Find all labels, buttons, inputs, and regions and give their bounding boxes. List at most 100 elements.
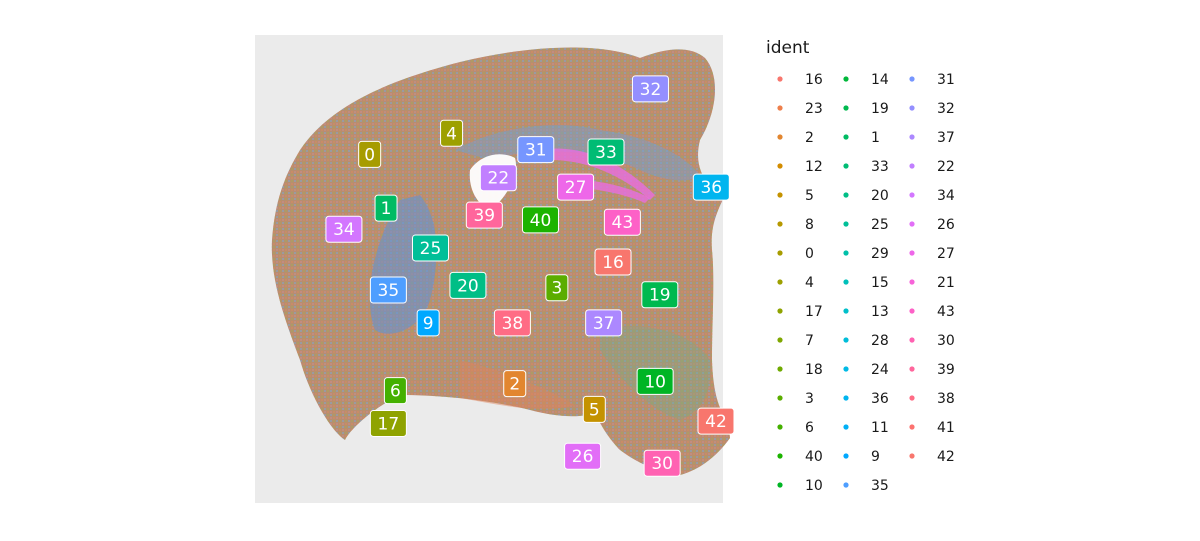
legend-key [777,337,783,343]
cluster-label-box [557,173,595,201]
legend-key [909,453,915,459]
legend-entry-35: 35 [843,478,889,494]
cluster-label-text: 25 [420,239,442,259]
legend-entry-6: 6 [777,420,814,436]
cluster-label-box [692,173,730,201]
legend-key [909,192,915,198]
cluster-label-42: 42 [697,407,735,435]
cluster-label-text: 40 [530,211,552,231]
cluster-label-text: 43 [612,213,634,233]
cluster-label-box [594,248,632,276]
legend-key [777,279,783,285]
cluster-label-text: 20 [457,276,479,296]
legend-entry-36: 36 [843,391,889,407]
legend-entry-42: 42 [909,449,955,465]
cluster-label-box [587,138,625,166]
legend-key [777,424,783,430]
legend-key [777,221,783,227]
legend-key [777,453,783,459]
legend-entry-17: 17 [777,304,823,320]
legend-key [909,134,915,140]
legend-label: 35 [871,478,889,494]
legend-entry-18: 18 [777,362,823,378]
legend-label: 32 [937,101,955,117]
cluster-label-9: 9 [416,309,440,337]
cluster-label-text: 10 [644,372,666,392]
cluster-label-25: 25 [412,234,449,262]
cluster-label-text: 36 [700,178,722,198]
legend-label: 18 [805,362,823,378]
legend-label: 8 [805,217,814,233]
legend-label: 14 [871,72,889,88]
legend-key [909,221,915,227]
legend-key [777,482,783,488]
legend-entry-5: 5 [777,188,814,204]
legend-entry-31: 31 [909,72,955,88]
legend-label: 0 [805,246,814,262]
cluster-label-box [545,274,569,302]
legend-key [843,482,849,488]
legend-entry-11: 11 [843,420,889,436]
legend-entry-26: 26 [909,217,955,233]
cluster-label-4: 4 [440,119,464,147]
cluster-label-text: 31 [525,141,547,161]
cluster-label-box [582,395,606,423]
legend-entry-14: 14 [843,72,889,88]
legend-label: 4 [805,275,814,291]
legend-label: 6 [805,420,814,436]
cluster-label-text: 1 [381,199,392,219]
legend-label: 3 [805,391,814,407]
legend-label: 26 [937,217,955,233]
cluster-label-box [479,164,517,192]
cluster-label-36: 36 [692,173,730,201]
legend-label: 36 [871,391,889,407]
legend-entry-15: 15 [843,275,889,291]
cluster-label-box [503,370,527,398]
legend-entry-41: 41 [909,420,955,436]
legend-entry-32: 32 [909,101,955,117]
legend-entry-19: 19 [843,101,889,117]
cluster-label-text: 3 [551,279,562,299]
legend-entry-37: 37 [909,130,955,146]
legend-key [909,308,915,314]
cluster-label-box [585,309,623,337]
legend-label: 15 [871,275,889,291]
legend-label: 40 [805,449,823,465]
legend-label: 41 [937,420,955,436]
cluster-label-5: 5 [582,395,606,423]
legend-entry-39: 39 [909,362,955,378]
cluster-label-text: 9 [423,314,434,334]
legend-key [843,134,849,140]
tissue-region-band [455,125,700,181]
cluster-label-box [641,281,679,309]
legend-entry-12: 12 [777,159,823,175]
legend-key [777,250,783,256]
legend-label: 9 [871,449,880,465]
legend-key [777,163,783,169]
cluster-label-box [449,271,487,299]
legend-key [843,105,849,111]
cluster-label-2: 2 [503,370,527,398]
legend-entry-27: 27 [909,246,955,262]
legend-entry-13: 13 [843,304,889,320]
legend-key [843,279,849,285]
legend-label: 21 [937,275,955,291]
legend-label: 16 [805,72,823,88]
cluster-label-text: 27 [565,178,587,198]
legend-key [909,395,915,401]
cluster-label-box [383,377,407,405]
legend-label: 31 [937,72,955,88]
legend-entry-24: 24 [843,362,889,378]
cluster-label-34: 34 [325,215,363,243]
legend-entry-0: 0 [777,246,814,262]
legend-key [843,250,849,256]
legend-key [843,221,849,227]
cluster-label-box [465,201,503,229]
cluster-label-text: 22 [488,169,510,189]
cluster-label-text: 6 [390,382,401,402]
legend-label: 11 [871,420,889,436]
cluster-label-text: 5 [589,400,600,420]
cluster-label-27: 27 [557,173,595,201]
cluster-label-32: 32 [631,75,669,103]
